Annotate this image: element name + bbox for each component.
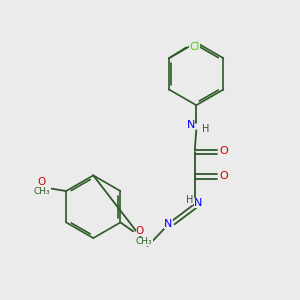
Text: O: O [37,177,46,187]
Text: Cl: Cl [189,42,200,52]
Text: H: H [186,195,193,205]
Text: O: O [219,146,228,157]
Text: H: H [136,237,143,247]
Text: N: N [164,219,173,230]
Text: O: O [136,226,144,236]
Text: CH₃: CH₃ [34,188,50,196]
Text: N: N [194,198,202,208]
Text: N: N [187,120,195,130]
Text: CH₃: CH₃ [136,237,153,246]
Text: H: H [202,124,209,134]
Text: O: O [219,171,228,181]
